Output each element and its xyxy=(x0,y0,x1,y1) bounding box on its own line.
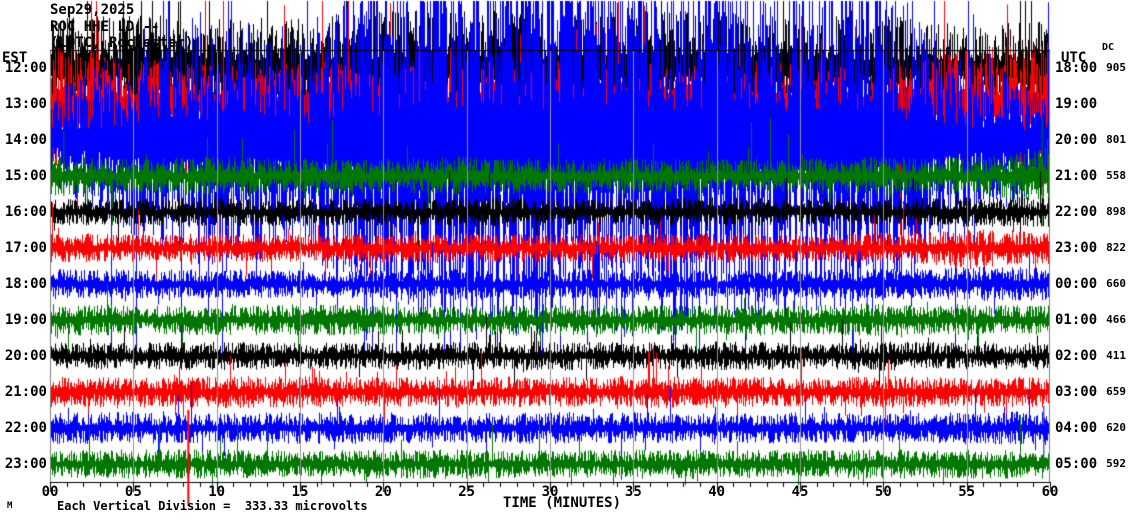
est-time-label: 17:00 xyxy=(4,240,47,256)
utc-time-label: 20:00 xyxy=(1055,132,1098,148)
station-location: (LOTC, Rochester) xyxy=(50,35,194,51)
est-time-label: 18:00 xyxy=(4,276,47,292)
utc-time-label: 21:00 xyxy=(1055,168,1098,184)
x-tick-label: 20 xyxy=(374,484,392,500)
x-tick-label: 05 xyxy=(124,484,142,500)
x-tick-label: 35 xyxy=(624,484,642,500)
est-time-label: 21:00 xyxy=(4,384,47,400)
est-time-label: 12:00 xyxy=(4,60,47,76)
dc-value: 898 xyxy=(1106,205,1126,218)
dc-value: 660 xyxy=(1106,277,1126,290)
dc-value: 905 xyxy=(1106,61,1126,74)
x-tick-label: 00 xyxy=(41,484,59,500)
est-time-label: 22:00 xyxy=(4,420,47,436)
dc-value: 659 xyxy=(1106,385,1126,398)
dc-value: 620 xyxy=(1106,421,1126,434)
est-time-label: 16:00 xyxy=(4,204,47,220)
right-timezone-label: UTC xyxy=(1061,50,1087,66)
utc-time-label: 19:00 xyxy=(1055,96,1098,112)
dc-value: 801 xyxy=(1106,133,1126,146)
dc-column-label: DC xyxy=(1102,42,1115,53)
station-id: ROC HHE LD -- xyxy=(50,19,160,35)
utc-time-label: 03:00 xyxy=(1055,384,1098,400)
utc-time-label: 01:00 xyxy=(1055,312,1098,328)
utc-time-label: 04:00 xyxy=(1055,420,1098,436)
est-time-label: 13:00 xyxy=(4,96,47,112)
scale-note: Each Vertical Division = 333.33 microvol… xyxy=(57,499,368,513)
x-tick-label: 55 xyxy=(958,484,976,500)
x-tick-label: 50 xyxy=(874,484,892,500)
watermark: M xyxy=(7,501,13,511)
utc-time-label: 22:00 xyxy=(1055,204,1098,220)
est-time-label: 15:00 xyxy=(4,168,47,184)
left-timezone-label: EST xyxy=(2,50,28,66)
x-tick-label: 25 xyxy=(458,484,476,500)
x-tick-label: 40 xyxy=(708,484,726,500)
utc-time-label: 05:00 xyxy=(1055,456,1098,472)
est-time-label: 14:00 xyxy=(4,132,47,148)
est-time-label: 23:00 xyxy=(4,456,47,472)
dc-value: 558 xyxy=(1106,169,1126,182)
dc-value: 592 xyxy=(1106,457,1126,470)
dc-value: 411 xyxy=(1106,349,1126,362)
utc-time-label: 00:00 xyxy=(1055,276,1098,292)
utc-time-label: 18:00 xyxy=(1055,60,1098,76)
dc-value: 466 xyxy=(1106,313,1126,326)
x-tick-label: 15 xyxy=(291,484,309,500)
x-tick-label: 45 xyxy=(791,484,809,500)
utc-time-label: 02:00 xyxy=(1055,348,1098,364)
x-tick-label: 10 xyxy=(208,484,226,500)
est-time-label: 19:00 xyxy=(4,312,47,328)
x-tick-label: 60 xyxy=(1041,484,1059,500)
x-tick-label: 30 xyxy=(541,484,559,500)
x-axis-title: TIME (MINUTES) xyxy=(502,495,622,511)
dc-value: 822 xyxy=(1106,241,1126,254)
plot-date: Sep29,2025 xyxy=(50,2,135,18)
utc-time-label: 23:00 xyxy=(1055,240,1098,256)
est-time-label: 20:00 xyxy=(4,348,47,364)
